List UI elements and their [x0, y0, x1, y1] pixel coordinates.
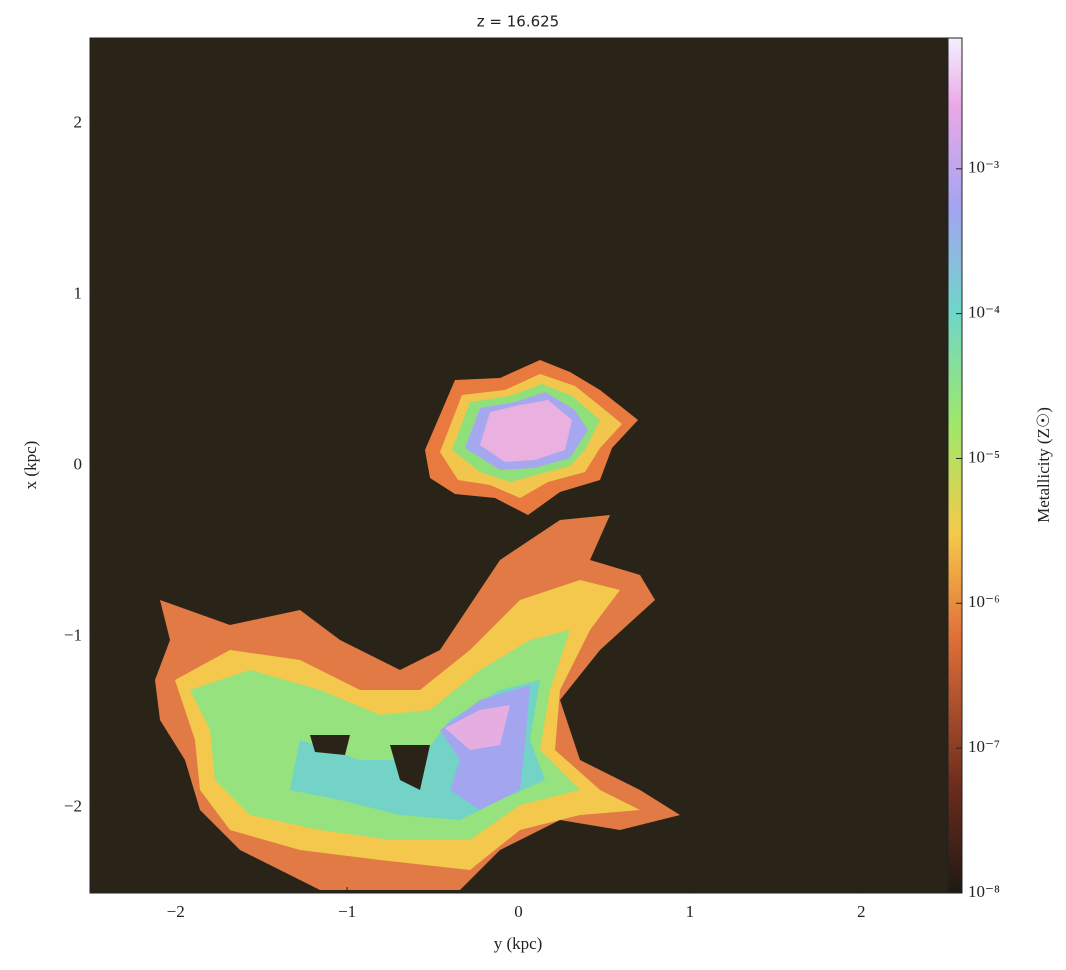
x-tick-label: 0 [514, 902, 523, 921]
colorbar-tick-label: 10⁻⁴ [968, 303, 1000, 322]
colorbar-tick-label: 10⁻⁷ [968, 737, 1000, 756]
chart-title: z = 16.625 [477, 13, 559, 31]
x-tick-label: 2 [857, 902, 866, 921]
colorbar-tick-label: 10⁻⁵ [968, 447, 1000, 466]
colorbar-tick-label: 10⁻⁶ [968, 592, 1000, 611]
colorbar [947, 37, 963, 894]
metal-field [155, 360, 680, 890]
x-tick-label: −2 [167, 902, 185, 921]
x-tick-label: 1 [686, 902, 695, 921]
y-tick-label: −2 [64, 796, 82, 815]
y-axis-label: x (kpc) [21, 441, 40, 490]
colorbar-label: Metallicity (Z☉) [1034, 407, 1053, 523]
y-tick-label: 0 [74, 454, 83, 473]
x-axis-label: y (kpc) [494, 934, 543, 953]
colorbar-tick-label: 10⁻⁸ [968, 882, 1000, 901]
y-tick-label: 1 [74, 283, 83, 302]
y-tick-label: −1 [64, 625, 82, 644]
y-tick-label: 2 [74, 112, 83, 131]
colorbar-tick-label: 10⁻³ [968, 158, 999, 177]
x-tick-label: −1 [338, 902, 356, 921]
